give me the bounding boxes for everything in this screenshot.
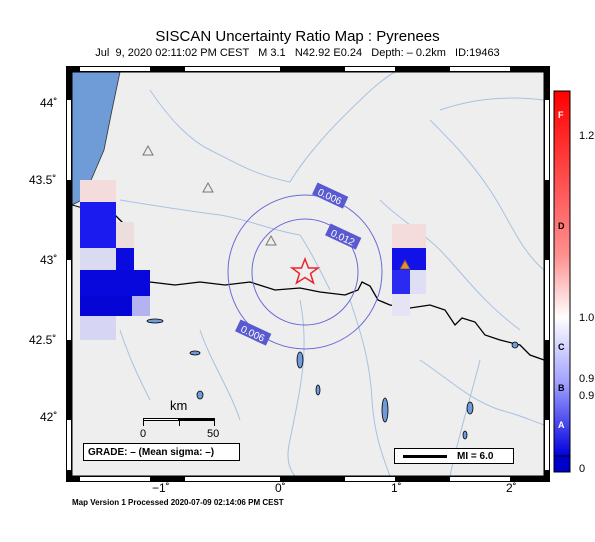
map-title: SISCAN Uncertainty Ratio Map : Pyrenees [155,28,440,45]
land-area [72,72,544,476]
scale-bar [143,418,215,426]
lon-tick-0: 0˚ [275,481,286,495]
colorbar-letter-a: A [558,420,565,430]
colorbar [553,90,571,473]
uncertainty-contours [227,194,383,350]
mmi-legend: MI = 6.0 [394,448,514,464]
rivers [119,72,544,476]
epicenter-star-icon [289,256,321,285]
lakes [146,318,519,440]
colorbar-letter-b: B [558,383,565,393]
lat-tick-43-5: 43.5˚ [29,173,57,187]
colorbar-value-1-2: 1.2 [579,130,595,142]
colorbar-value-0-9a: 0.9 [579,373,595,385]
map-frame [66,66,550,482]
lat-tick-44: 44˚ [40,96,58,110]
event-subtitle: Jul 9, 2020 02:11:02 PM CEST M 3.1 N42.9… [95,47,500,59]
scale-bar-end: 50 [207,428,220,440]
seismic-stations [142,144,411,270]
colorbar-letter-f: F [558,110,564,120]
contour-labels: 0.006 0.012 0.006 [235,182,362,346]
colorbar-letter-d: D [558,221,565,231]
scale-bar-unit: km [170,398,188,413]
lon-tick-1: 1˚ [391,481,402,495]
processing-footer: Map Version 1 Processed 2020-07-09 02:14… [72,498,284,507]
lat-tick-43: 43˚ [40,253,58,267]
lat-tick-42: 42˚ [40,410,58,424]
colorbar-value-0: 0 [579,463,586,475]
colorbar-value-0-9b: 0.9 [579,390,595,402]
colorbar-letter-c: C [558,342,565,352]
mmi-line-sample [403,455,447,458]
mmi-legend-text: MI = 6.0 [457,451,494,462]
lat-tick-42-5: 42.5˚ [29,333,57,347]
lon-tick-2: 2˚ [506,481,517,495]
scale-bar-start: 0 [140,428,147,440]
grade-legend: GRADE: – (Mean sigma: –) [83,443,240,461]
uncertainty-cells [80,180,426,340]
sea-area [72,72,121,206]
lon-tick-neg1: −1˚ [152,481,170,495]
colorbar-value-1-0: 1.0 [579,312,595,324]
